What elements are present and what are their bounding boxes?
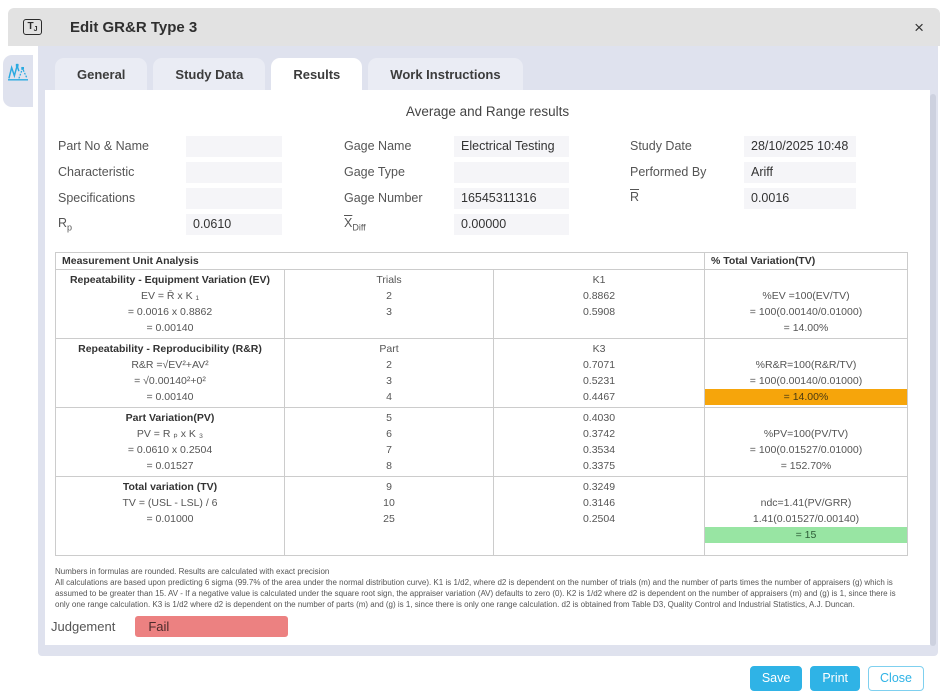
rbar-label: R (630, 190, 744, 207)
rp-label: Rp (58, 216, 186, 233)
ndc-highlight: = 15 (705, 527, 907, 543)
field-part-no-name: Part No & Name (58, 133, 282, 159)
dialog-body: General Study Data Results Work Instruct… (38, 46, 938, 656)
rr-tv-cell: %R&R=100(R&R/TV) = 100(0.00140/0.01000) … (704, 339, 907, 407)
k3-values-cell: 0.4030 0.3742 0.3534 0.3375 (493, 408, 704, 476)
table-header-row: Measurement Unit Analysis % Total Variat… (56, 253, 907, 269)
part-no-name-label: Part No & Name (58, 139, 186, 153)
gage-number-label: Gage Number (344, 191, 454, 205)
field-gage-type: Gage Type (344, 159, 569, 185)
fields-col-right: Study Date 28/10/2025 10:48 Performed By… (630, 133, 856, 237)
field-characteristic: Characteristic (58, 159, 282, 185)
field-rbar: R 0.0016 (630, 185, 856, 211)
characteristic-label: Characteristic (58, 165, 186, 179)
ev-formula-cell: Repeatability - Equipment Variation (EV)… (56, 270, 284, 338)
field-gage-name: Gage Name Electrical Testing (344, 133, 569, 159)
characteristic-input[interactable] (186, 162, 282, 183)
text-field-icon: T J (23, 19, 42, 35)
analysis-table: Measurement Unit Analysis % Total Variat… (55, 252, 908, 556)
rp-input[interactable]: 0.0610 (186, 214, 282, 235)
xdiff-label: XDiff (344, 216, 454, 233)
rbar-input[interactable]: 0.0016 (744, 188, 856, 209)
field-xdiff: XDiff 0.00000 (344, 211, 569, 237)
part-count-cell-2: 9 10 25 (284, 477, 493, 555)
gage-name-label: Gage Name (344, 139, 454, 153)
pv-tv-cell: %PV=100(PV/TV) = 100(0.01527/0.01000) = … (704, 408, 907, 476)
study-date-label: Study Date (630, 139, 744, 153)
save-button[interactable]: Save (750, 666, 803, 691)
k3-values-cell-2: 0.3249 0.3146 0.2504 (493, 477, 704, 555)
chart-side-tab[interactable] (3, 55, 33, 107)
study-date-input[interactable]: 28/10/2025 10:48 (744, 136, 856, 157)
judgement-badge: Fail (135, 616, 288, 637)
tv-formula-cell: Total variation (TV) TV = (USL - LSL) / … (56, 477, 284, 555)
gage-number-input[interactable]: 16545311316 (454, 188, 569, 209)
field-gage-number: Gage Number 16545311316 (344, 185, 569, 211)
rr-formula-cell: Repeatability - Reproducibility (R&R) R&… (56, 339, 284, 407)
ndc-cell: ndc=1.41(PV/GRR) 1.41(0.01527/0.00140) =… (704, 477, 907, 555)
k1-cell: K1 0.8862 0.5908 (493, 270, 704, 338)
page: T J Edit GR&R Type 3 × General Study Dat… (0, 0, 948, 700)
rr-section-row: Repeatability - Reproducibility (R&R) R&… (56, 338, 907, 407)
fields-col-left: Part No & Name Characteristic Specificat… (58, 133, 282, 237)
k3-cell: K3 0.7071 0.5231 0.4467 (493, 339, 704, 407)
part-cell: Part 2 3 4 (284, 339, 493, 407)
measurement-unit-analysis-header: Measurement Unit Analysis (56, 253, 704, 269)
field-rp: Rp 0.0610 (58, 211, 282, 237)
pv-formula-cell: Part Variation(PV) PV = R ₚ x K ₃ = 0.06… (56, 408, 284, 476)
gage-type-input[interactable] (454, 162, 569, 183)
gage-name-input[interactable]: Electrical Testing (454, 136, 569, 157)
performed-by-input[interactable]: Ariff (744, 162, 856, 183)
dialog-header: T J Edit GR&R Type 3 × (8, 8, 940, 46)
close-button[interactable]: Close (868, 666, 924, 691)
gage-type-label: Gage Type (344, 165, 454, 179)
field-specifications: Specifications (58, 185, 282, 211)
part-no-name-input[interactable] (186, 136, 282, 157)
fields-grid: Part No & Name Characteristic Specificat… (45, 133, 930, 237)
dialog-footer: Save Print Close (0, 656, 948, 700)
pv-section-row: Part Variation(PV) PV = R ₚ x K ₃ = 0.06… (56, 407, 907, 476)
performed-by-label: Performed By (630, 165, 744, 179)
scrollbar[interactable] (930, 94, 936, 646)
tab-results[interactable]: Results (271, 58, 362, 90)
footnote-rounding: Numbers in formulas are rounded. Results… (55, 566, 908, 577)
results-panel: Average and Range results Part No & Name… (45, 90, 930, 645)
field-performed-by: Performed By Ariff (630, 159, 856, 185)
dialog-title: Edit GR&R Type 3 (70, 19, 197, 36)
judgement-label: Judgement (51, 619, 115, 634)
ev-tv-cell: %EV =100(EV/TV) = 100(0.00140/0.01000) =… (704, 270, 907, 338)
ev-section-row: Repeatability - Equipment Variation (EV)… (56, 269, 907, 338)
xdiff-input[interactable]: 0.00000 (454, 214, 569, 235)
field-study-date: Study Date 28/10/2025 10:48 (630, 133, 856, 159)
part-count-cell: 5 6 7 8 (284, 408, 493, 476)
print-button[interactable]: Print (810, 666, 860, 691)
control-chart-icon (7, 63, 29, 83)
rr-percent-highlight: = 14.00% (705, 389, 907, 405)
results-section-title: Average and Range results (45, 90, 930, 119)
judgement-row: Judgement Fail (51, 616, 288, 637)
tab-bar: General Study Data Results Work Instruct… (38, 46, 938, 90)
specifications-label: Specifications (58, 191, 186, 205)
specifications-input[interactable] (186, 188, 282, 209)
tab-study-data[interactable]: Study Data (153, 58, 265, 90)
tv-section-row: Total variation (TV) TV = (USL - LSL) / … (56, 476, 907, 555)
footnote-calculation: All calculations are based upon predicti… (55, 577, 908, 610)
fields-col-middle: Gage Name Electrical Testing Gage Type G… (344, 133, 569, 237)
close-icon[interactable]: × (914, 19, 924, 36)
trials-cell: Trials 2 3 (284, 270, 493, 338)
total-variation-header: % Total Variation(TV) (704, 253, 907, 269)
tab-general[interactable]: General (55, 58, 147, 90)
tab-work-instructions[interactable]: Work Instructions (368, 58, 522, 90)
